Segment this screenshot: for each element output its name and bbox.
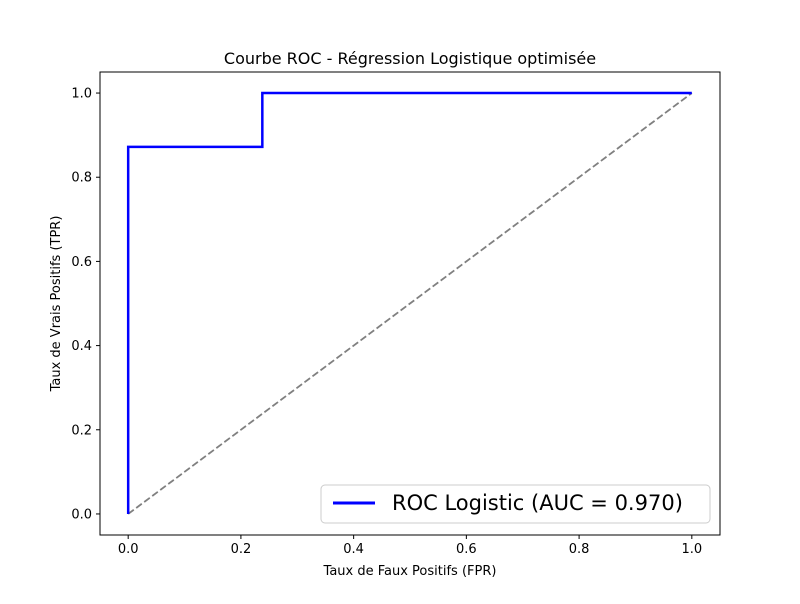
x-tick-label: 1.0	[681, 542, 702, 557]
y-tick-label: 0.2	[71, 423, 92, 438]
y-tick-label: 1.0	[71, 87, 92, 102]
roc-curve-line	[126, 91, 692, 514]
x-axis-ticks: 0.0 0.2 0.4 0.6 0.8 1.0	[118, 535, 702, 557]
diagonal-reference-line	[127, 92, 693, 515]
x-axis-label: Taux de Faux Positifs (FPR)	[323, 564, 497, 579]
legend-label-roc: ROC Logistic (AUC = 0.970)	[392, 491, 683, 515]
chart-title: Courbe ROC - Régression Logistique optim…	[224, 49, 596, 68]
y-tick-label: 0.0	[71, 507, 92, 522]
y-axis-label: Taux de Vrais Positifs (TPR)	[49, 216, 64, 393]
plot-area	[126, 91, 693, 515]
x-tick-label: 0.6	[456, 542, 477, 557]
x-tick-label: 0.0	[118, 542, 139, 557]
legend: ROC Logistic (AUC = 0.970)	[320, 484, 711, 524]
legend-box	[320, 484, 711, 524]
plot-frame	[99, 71, 721, 536]
y-tick-label: 0.6	[71, 255, 92, 270]
y-axis-ticks: 0.0 0.2 0.4 0.6 0.8 1.0	[71, 87, 100, 522]
x-tick-label: 0.4	[343, 542, 364, 557]
y-tick-label: 0.8	[71, 171, 92, 186]
x-tick-label: 0.8	[569, 542, 590, 557]
x-tick-label: 0.2	[231, 542, 252, 557]
y-tick-label: 0.4	[71, 339, 92, 354]
